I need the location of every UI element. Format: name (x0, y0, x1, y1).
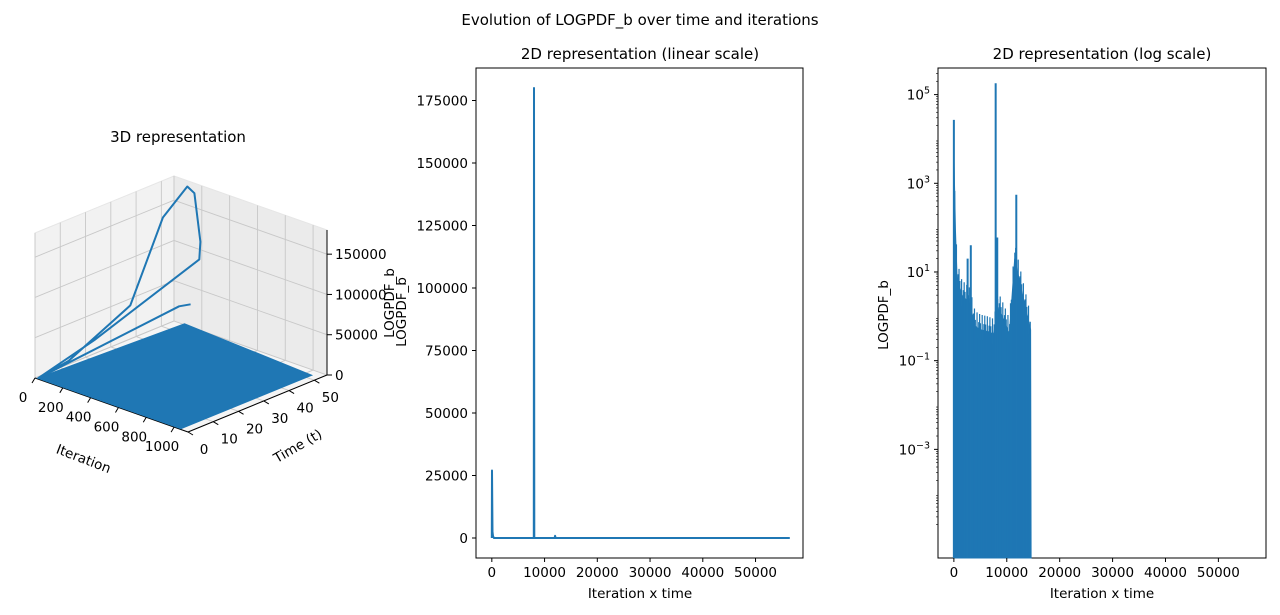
3d-xtick-label: 0 (19, 390, 28, 406)
3d-xtick (31, 377, 36, 384)
3d-xtick (87, 397, 92, 403)
3d-x-axis-line (34, 377, 189, 433)
3d-xtick-label: 400 (66, 410, 92, 426)
3d-xtick-label: 800 (121, 429, 147, 445)
3d-xtick (142, 417, 147, 423)
subplot-linear: 2D representation (linear scale) 0 10000 2… (394, 45, 804, 602)
log-xtick-label: 50000 (1197, 565, 1240, 581)
log-title: 2D representation (log scale) (993, 45, 1212, 63)
3d-spike-line-2 (37, 303, 191, 380)
log-xtick-label: 40000 (1144, 565, 1187, 581)
log-xtick-label: 0 (950, 565, 959, 581)
linear-ytick-label: 175000 (416, 94, 468, 110)
linear-ytick-label: 75000 (425, 344, 468, 360)
3d-grid-z-left (34, 280, 175, 339)
log-ytick-label: 101 (907, 263, 930, 281)
3d-ytick-label: 50 (322, 390, 339, 406)
3d-xlabel: Iteration (54, 442, 113, 477)
3d-ztick-label: 50000 (335, 328, 378, 344)
log-ylabel: LOGPDF_b (876, 280, 892, 350)
3d-ztick-label: 100000 (335, 287, 387, 303)
3d-ytick (314, 379, 320, 384)
3d-ytick-label: 20 (246, 421, 263, 437)
3d-grid-z-left (34, 199, 175, 258)
linear-ytick-label: 100000 (416, 281, 468, 297)
3d-ytick (288, 390, 295, 394)
linear-xtick-label: 20000 (576, 565, 619, 581)
linear-axes-frame (475, 67, 804, 559)
log-ytick-label: 105 (907, 86, 930, 104)
3d-ytick (213, 421, 219, 426)
3d-ylabel: Time (t) (270, 426, 325, 467)
log-xtick-label: 30000 (1091, 565, 1134, 581)
subplot-3d-title: 3D representation (110, 128, 246, 146)
linear-ytick-label: 0 (459, 531, 468, 547)
3d-spike-line (37, 185, 202, 380)
3d-xtick-label: 200 (38, 400, 64, 416)
subplot-log: 2D representation (log scale) 0 10000 2000… (876, 45, 1267, 602)
linear-xtick-label: 40000 (681, 565, 724, 581)
log-ytick-label: 10−3 (899, 440, 930, 458)
3d-ztick-label: 150000 (335, 247, 387, 263)
linear-ytick-label: 150000 (416, 156, 468, 172)
3d-ytick (187, 431, 194, 436)
log-ytick-label: 103 (907, 174, 930, 192)
3d-xtick-label: 1000 (145, 439, 179, 455)
linear-xlabel: Iteration x time (588, 586, 692, 602)
3d-xtick-label: 600 (94, 419, 120, 435)
log-xlabel: Iteration x time (1050, 586, 1154, 602)
linear-title: 2D representation (linear scale) (521, 45, 759, 63)
linear-series-line (490, 87, 790, 539)
3d-grid-z-back (173, 199, 328, 255)
figure-suptitle: Evolution of LOGPDF_b over time and iter… (461, 11, 818, 30)
3d-xtick (170, 426, 175, 433)
3d-ytick-label: 30 (271, 411, 288, 427)
3d-xtick (115, 407, 119, 413)
linear-ytick-label: 50000 (425, 406, 468, 422)
3d-ytick-label: 40 (296, 401, 313, 417)
linear-plot-area: 0 10000 20000 30000 40000 50000 0 25000 50000 750… (416, 67, 804, 581)
3d-ztick-label: 0 (335, 368, 344, 384)
3d-surface (35, 185, 314, 430)
3d-zlabel: LOGPDF_b (382, 268, 398, 338)
linear-xtick-label: 0 (488, 565, 497, 581)
3d-grid-z-back (173, 280, 328, 336)
linear-xtick-label: 10000 (523, 565, 566, 581)
linear-xtick-label: 30000 (629, 565, 672, 581)
log-xtick-label: 10000 (985, 565, 1028, 581)
3d-y-axis-line (187, 374, 328, 433)
linear-xtick-label: 50000 (734, 565, 777, 581)
3d-xtick (59, 387, 64, 394)
3d-ytick (238, 410, 244, 415)
3d-surface-block (35, 323, 314, 430)
log-xtick-label: 20000 (1038, 565, 1081, 581)
3d-ytick (263, 400, 270, 405)
3d-ytick-label: 10 (221, 432, 238, 448)
3d-ytick-label: 0 (200, 442, 209, 458)
linear-ylabel: LOGPDF_b (394, 277, 410, 347)
log-plot-area: 0 10000 20000 30000 40000 50000 10−3 10−1 101 103… (899, 67, 1267, 581)
linear-ytick-label: 25000 (425, 469, 468, 485)
linear-ytick-label: 125000 (416, 219, 468, 235)
log-ytick-label: 10−1 (899, 352, 930, 370)
